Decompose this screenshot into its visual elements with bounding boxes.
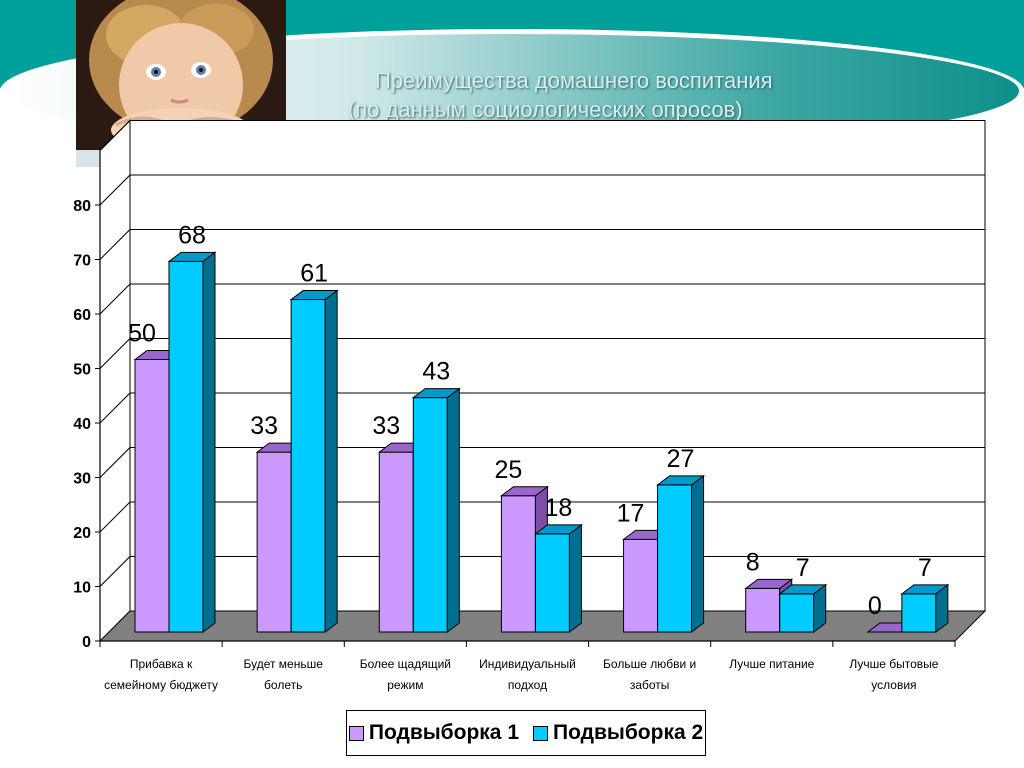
chart-side-wall: [99, 119, 131, 643]
bar-top-series-1: [499, 486, 549, 497]
bar-series-2: [657, 484, 693, 633]
bar-series-2: [168, 260, 204, 633]
bar-series-1: [256, 451, 292, 633]
data-label-series-2: 7: [918, 554, 932, 582]
bar-side-series-2: [446, 387, 460, 633]
bar-side-series-2: [568, 523, 582, 633]
x-tick-label: болеть: [264, 678, 302, 692]
legend-label-series-2: Подвыборка 2: [553, 721, 704, 744]
y-tick-label: 10: [73, 580, 91, 597]
bar-series-2: [290, 299, 326, 633]
bar-top-series-2: [411, 388, 461, 399]
bar-series-2: [779, 593, 815, 633]
data-label-series-1: 25: [495, 456, 523, 484]
x-tick-label: семейному бюджету: [104, 678, 218, 692]
bar-top-series-2: [900, 584, 950, 595]
bar-series-2: [412, 397, 448, 633]
side-gridline: [99, 229, 131, 260]
slide-title: Преимущества домашнего воспитания (по да…: [300, 66, 900, 124]
legend-label-series-1: Подвыборка 1: [368, 721, 519, 744]
side-gridline: [99, 120, 131, 151]
bar-top-series-2: [656, 475, 706, 486]
x-tick-label: Будет меньше: [243, 657, 323, 671]
data-label-series-1: 17: [617, 499, 645, 527]
x-tick-label: режим: [387, 678, 423, 692]
data-label-series-2: 43: [422, 358, 450, 386]
y-tick-label: 40: [73, 416, 91, 433]
x-tick-label: Индивидуальный: [479, 657, 576, 671]
bar-top-series-1: [744, 578, 794, 589]
side-gridline: [99, 447, 131, 478]
legend-item-series-2: Подвыборка 2: [533, 721, 703, 745]
data-label-series-1: 0: [868, 592, 882, 620]
bar-series-2: [901, 593, 937, 633]
x-tick-label: Прибавка к: [130, 657, 193, 671]
bar-series-1: [378, 451, 414, 633]
bar-side-series-2: [202, 251, 216, 633]
legend-item-series-1: Подвыборка 1: [348, 721, 519, 745]
bar-series-1: [134, 359, 170, 633]
legend-swatch-series-2: [533, 725, 548, 741]
bar-series-1: [623, 538, 659, 633]
x-tick-label: Больше любви и: [603, 657, 696, 671]
bar-top-series-2: [289, 290, 339, 301]
data-label-series-2: 18: [545, 494, 573, 522]
chart-legend: Подвыборка 1 Подвыборка 2: [346, 710, 706, 756]
y-tick-label: 70: [73, 253, 91, 270]
bar-top-series-2: [533, 524, 583, 535]
bar-side-series-2: [324, 289, 338, 633]
x-tick-label: Лучше бытовые: [849, 657, 938, 671]
bar-series-1: [500, 495, 536, 633]
x-tick-label: подход: [508, 678, 547, 692]
data-label-series-1: 33: [250, 412, 278, 440]
bar-series-1: [745, 587, 781, 633]
data-label-series-1: 8: [746, 548, 760, 576]
bar-top-series-2: [778, 584, 828, 595]
data-label-series-2: 27: [667, 445, 695, 473]
y-tick-label: 0: [82, 634, 91, 651]
data-label-series-2: 68: [178, 221, 206, 249]
y-tick-label: 30: [73, 471, 91, 488]
x-tick-label: условия: [871, 678, 916, 692]
y-tick-label: 20: [73, 525, 91, 542]
side-gridline: [99, 338, 131, 369]
data-label-series-2: 61: [300, 260, 328, 288]
side-gridline: [99, 283, 131, 315]
data-label-series-1: 50: [128, 320, 156, 348]
title-line-1: Преимущества домашнего воспитания: [375, 68, 773, 93]
bar-series-2: [534, 533, 570, 633]
side-gridline: [99, 174, 131, 206]
x-tick-label: заботы: [630, 678, 670, 692]
bar-top-series-2: [167, 251, 217, 262]
data-label-series-2: 7: [796, 554, 810, 582]
y-tick-label: 80: [73, 198, 91, 215]
x-tick-label: Более щадящий: [360, 657, 451, 671]
bar-side-series-2: [691, 474, 705, 633]
side-gridline: [99, 501, 131, 533]
y-tick-label: 50: [73, 362, 91, 379]
x-tick-label: Лучше питание: [729, 657, 814, 671]
side-gridline: [99, 556, 131, 587]
y-tick-label: 60: [73, 307, 91, 324]
data-label-series-1: 33: [372, 412, 400, 440]
legend-swatch-series-1: [348, 725, 364, 741]
title-line-2: (по данным социологических опросов): [348, 97, 743, 122]
side-gridline: [99, 392, 131, 424]
